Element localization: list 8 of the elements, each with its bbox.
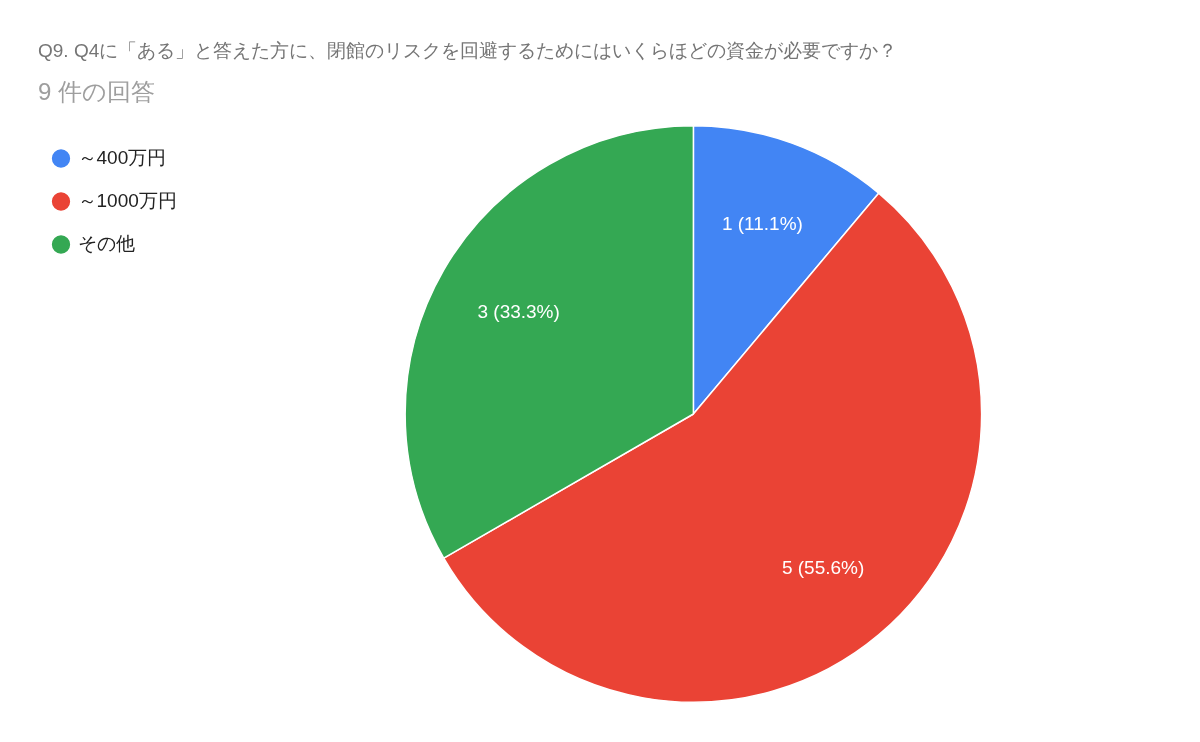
legend-label: その他 bbox=[77, 232, 135, 254]
data-label: 1 (11.1%) bbox=[721, 212, 803, 234]
legend-label: ～1000万円 bbox=[77, 189, 177, 211]
data-label: 5 (55.6%) bbox=[781, 556, 865, 578]
data-label: 3 (33.3%) bbox=[477, 301, 560, 323]
legend-label: ～400万円 bbox=[77, 146, 167, 168]
chart-subtitle: 9 件の回答 bbox=[38, 77, 156, 107]
chart-title: Q9. Q4に「ある」と答えた方に、閉館のリスクを回避するためにはいくらほどの資金が必要ですか？ bbox=[38, 39, 898, 63]
